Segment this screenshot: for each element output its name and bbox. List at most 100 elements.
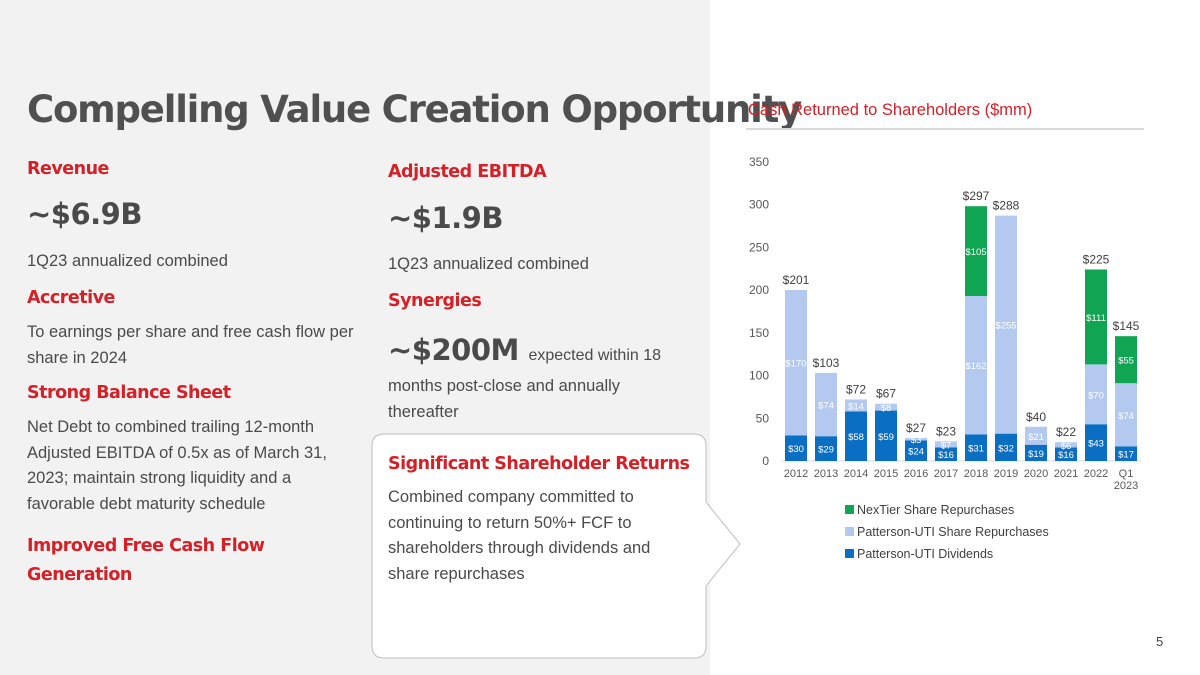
bar-value-label: $16 bbox=[1058, 450, 1074, 461]
y-tick-label: 150 bbox=[749, 326, 769, 340]
returns-line-3: shareholders through dividends and bbox=[388, 539, 651, 557]
x-tick-label: Q1 bbox=[1119, 468, 1134, 480]
bar-value-label: $31 bbox=[968, 444, 984, 455]
bar-value-label: $74 bbox=[1118, 411, 1134, 422]
x-tick-label: 2019 bbox=[994, 468, 1018, 480]
bar-value-label: $32 bbox=[998, 443, 1014, 454]
bar-segment bbox=[905, 440, 927, 461]
accretive-line-1: To earnings per share and free cash flow… bbox=[27, 323, 354, 341]
balance-line-2: Adjusted EBITDA of 0.5x as of March 31, bbox=[27, 443, 327, 462]
bar-segment bbox=[785, 435, 807, 461]
legend-label: Patterson-UTI Dividends bbox=[857, 547, 993, 561]
bar-segment bbox=[1025, 444, 1047, 461]
fcf-heading-line-1: Improved Free Cash Flow bbox=[27, 536, 265, 556]
bar-value-label: $7 bbox=[941, 440, 952, 451]
bar-segment bbox=[1025, 426, 1047, 445]
returns-line-1: Combined company committed to bbox=[388, 488, 634, 506]
synergies-value: ~$200M bbox=[388, 333, 519, 367]
bar-segment bbox=[965, 206, 987, 296]
balance-line-3: 2023; maintain strong liquidity and a bbox=[27, 469, 292, 487]
x-tick-label: 2022 bbox=[1084, 468, 1108, 480]
bar-total-label: $145 bbox=[1113, 319, 1140, 333]
revenue-note: 1Q23 annualized combined bbox=[27, 252, 228, 270]
bar-total-label: $23 bbox=[936, 424, 956, 438]
bar-segment bbox=[815, 436, 837, 461]
chart-title-rule bbox=[746, 128, 1144, 130]
bar-value-label: $17 bbox=[1118, 450, 1134, 461]
fcf-heading: Improved Free Cash Flow Generation bbox=[27, 532, 265, 590]
bar-value-label: $55 bbox=[1118, 356, 1134, 367]
bar-segment bbox=[1085, 424, 1107, 461]
bar-segment bbox=[1115, 446, 1137, 461]
bar-segment bbox=[995, 433, 1017, 461]
legend-label: Patterson-UTI Share Repurchases bbox=[857, 525, 1049, 539]
y-tick-label: 100 bbox=[749, 369, 769, 383]
bar-total-label: $201 bbox=[783, 273, 810, 287]
bar-value-label: $111 bbox=[1086, 313, 1106, 324]
bar-segment bbox=[1115, 383, 1137, 447]
bar-value-label: $21 bbox=[1028, 432, 1044, 443]
bar-segment bbox=[995, 215, 1017, 434]
callout-shape bbox=[371, 433, 741, 659]
bar-segment bbox=[1055, 447, 1077, 461]
bar-total-label: $72 bbox=[846, 382, 866, 396]
bar-value-label: $74 bbox=[818, 401, 834, 412]
bar-total-label: $67 bbox=[876, 387, 896, 401]
bar-segment bbox=[1115, 336, 1137, 384]
bar-value-label: $43 bbox=[1088, 439, 1104, 450]
x-tick-label: 2015 bbox=[874, 468, 898, 480]
bar-value-label: $6 bbox=[1061, 441, 1072, 452]
bar-segment bbox=[1085, 269, 1107, 365]
bar-value-label: $162 bbox=[965, 361, 986, 372]
bar-value-label: $24 bbox=[908, 447, 924, 458]
bar-total-label: $27 bbox=[906, 421, 926, 435]
bar-value-label: $3 bbox=[911, 435, 922, 446]
x-tick-label: 2020 bbox=[1024, 468, 1048, 480]
revenue-value: ~$6.9B bbox=[27, 197, 142, 231]
x-tick-label: 2017 bbox=[934, 468, 958, 480]
bar-value-label: $29 bbox=[818, 445, 834, 456]
bar-segment bbox=[965, 434, 987, 461]
bar-segment bbox=[785, 290, 807, 436]
returns-line-2: continuing to return 50%+ FCF to bbox=[388, 513, 632, 532]
shareholder-returns-heading: Significant Shareholder Returns bbox=[388, 454, 690, 474]
bar-value-label: $19 bbox=[1028, 449, 1044, 460]
x-tick-label: 2013 bbox=[814, 468, 838, 480]
synergies-line-3: thereafter bbox=[388, 402, 459, 421]
bar-segment bbox=[875, 403, 897, 411]
bar-segment bbox=[935, 447, 957, 461]
bar-value-label: $58 bbox=[848, 432, 864, 443]
bar-value-label: $255 bbox=[995, 321, 1016, 332]
bar-value-label: $170 bbox=[785, 359, 806, 370]
legend-swatch bbox=[845, 527, 854, 536]
revenue-heading: Revenue bbox=[27, 159, 109, 179]
bar-total-label: $40 bbox=[1026, 410, 1046, 424]
bar-total-label: $297 bbox=[963, 189, 990, 203]
bar-segment bbox=[1085, 364, 1107, 425]
synergies-heading: Synergies bbox=[388, 291, 482, 311]
accretive-text: To earnings per share and free cash flow… bbox=[27, 320, 354, 371]
accretive-heading: Accretive bbox=[27, 288, 115, 308]
ebitda-heading: Adjusted EBITDA bbox=[388, 162, 547, 182]
synergies-suffix: expected within 18 bbox=[528, 347, 662, 364]
page-number: 5 bbox=[1156, 634, 1164, 649]
bar-segment bbox=[845, 399, 867, 412]
bar-segment bbox=[875, 410, 897, 461]
bar-value-label: $105 bbox=[965, 247, 986, 258]
y-tick-label: 200 bbox=[749, 283, 769, 297]
returns-line-4: share repurchases bbox=[388, 564, 525, 583]
legend-swatch bbox=[845, 549, 854, 558]
chart-title: Cash Returned to Shareholders ($mm) bbox=[748, 101, 1033, 119]
synergies-value-line: ~$200M expected within 18 bbox=[388, 333, 661, 367]
synergies-text: months post-close and annually thereafte… bbox=[388, 374, 620, 425]
accretive-line-2: share in 2024 bbox=[27, 348, 127, 367]
y-tick-label: 0 bbox=[762, 454, 769, 468]
bar-segment bbox=[965, 295, 987, 435]
bar-segment bbox=[1055, 442, 1077, 448]
shareholder-returns-callout bbox=[371, 433, 741, 659]
slide-title: Compelling Value Creation Opportunity bbox=[27, 88, 802, 131]
legend-label: NexTier Share Repurchases bbox=[857, 503, 1014, 517]
bar-segment bbox=[905, 437, 927, 441]
x-tick-label: 2018 bbox=[964, 468, 988, 480]
